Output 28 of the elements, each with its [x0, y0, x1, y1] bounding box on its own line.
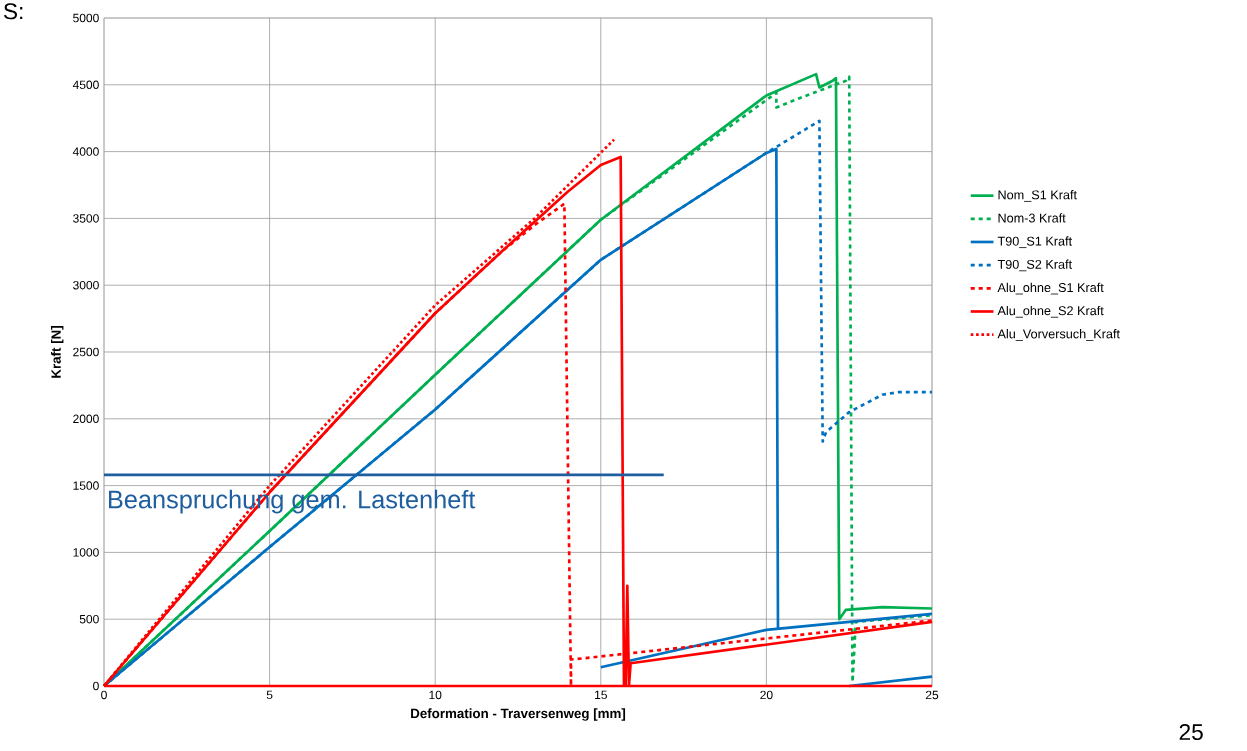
x-tick-label: 10 — [429, 690, 442, 700]
x-tick-label: 0 — [101, 690, 107, 700]
legend-label: T90_S1 Kraft — [997, 236, 1073, 249]
y-tick-label: 2500 — [73, 347, 99, 357]
legend-label: Alu_ohne_S1 Kraft — [997, 282, 1104, 295]
x-tick-label: 20 — [760, 690, 773, 700]
y-tick-label: 500 — [79, 614, 99, 624]
legend-label: Nom_S1 Kraft — [998, 190, 1077, 202]
x-tick-label: 15 — [595, 690, 607, 700]
x-tick-label: 25 — [925, 690, 939, 700]
y-tick-label: 1500 — [73, 481, 99, 490]
y-tick-label: 4500 — [72, 80, 99, 90]
x-tick-label: 5 — [266, 690, 273, 700]
y-tick-label: 0 — [93, 681, 99, 691]
text: 25 — [1179, 724, 1203, 741]
y-tick-label: 3000 — [73, 280, 99, 290]
x-axis-title: Deformation - Traversenweg [mm] — [411, 708, 626, 721]
y-axis-title: Kraft [N] — [51, 326, 64, 378]
legend-label: T90_S2 Kraft — [997, 259, 1073, 272]
legend-label: Alu_Vorversuch_Kraft — [997, 329, 1120, 341]
y-tick-label: 3500 — [73, 214, 99, 223]
y-tick-label: 1000 — [73, 548, 99, 557]
y-tick-label: 2000 — [73, 414, 99, 424]
text: S: — [3, 3, 23, 20]
legend-label: Alu_ohne_S2 Kraft — [997, 305, 1104, 318]
y-tick-label: 5000 — [73, 13, 99, 23]
y-tick-label: 4000 — [72, 147, 99, 156]
legend-label: Nom-3 Kraft — [998, 213, 1066, 223]
